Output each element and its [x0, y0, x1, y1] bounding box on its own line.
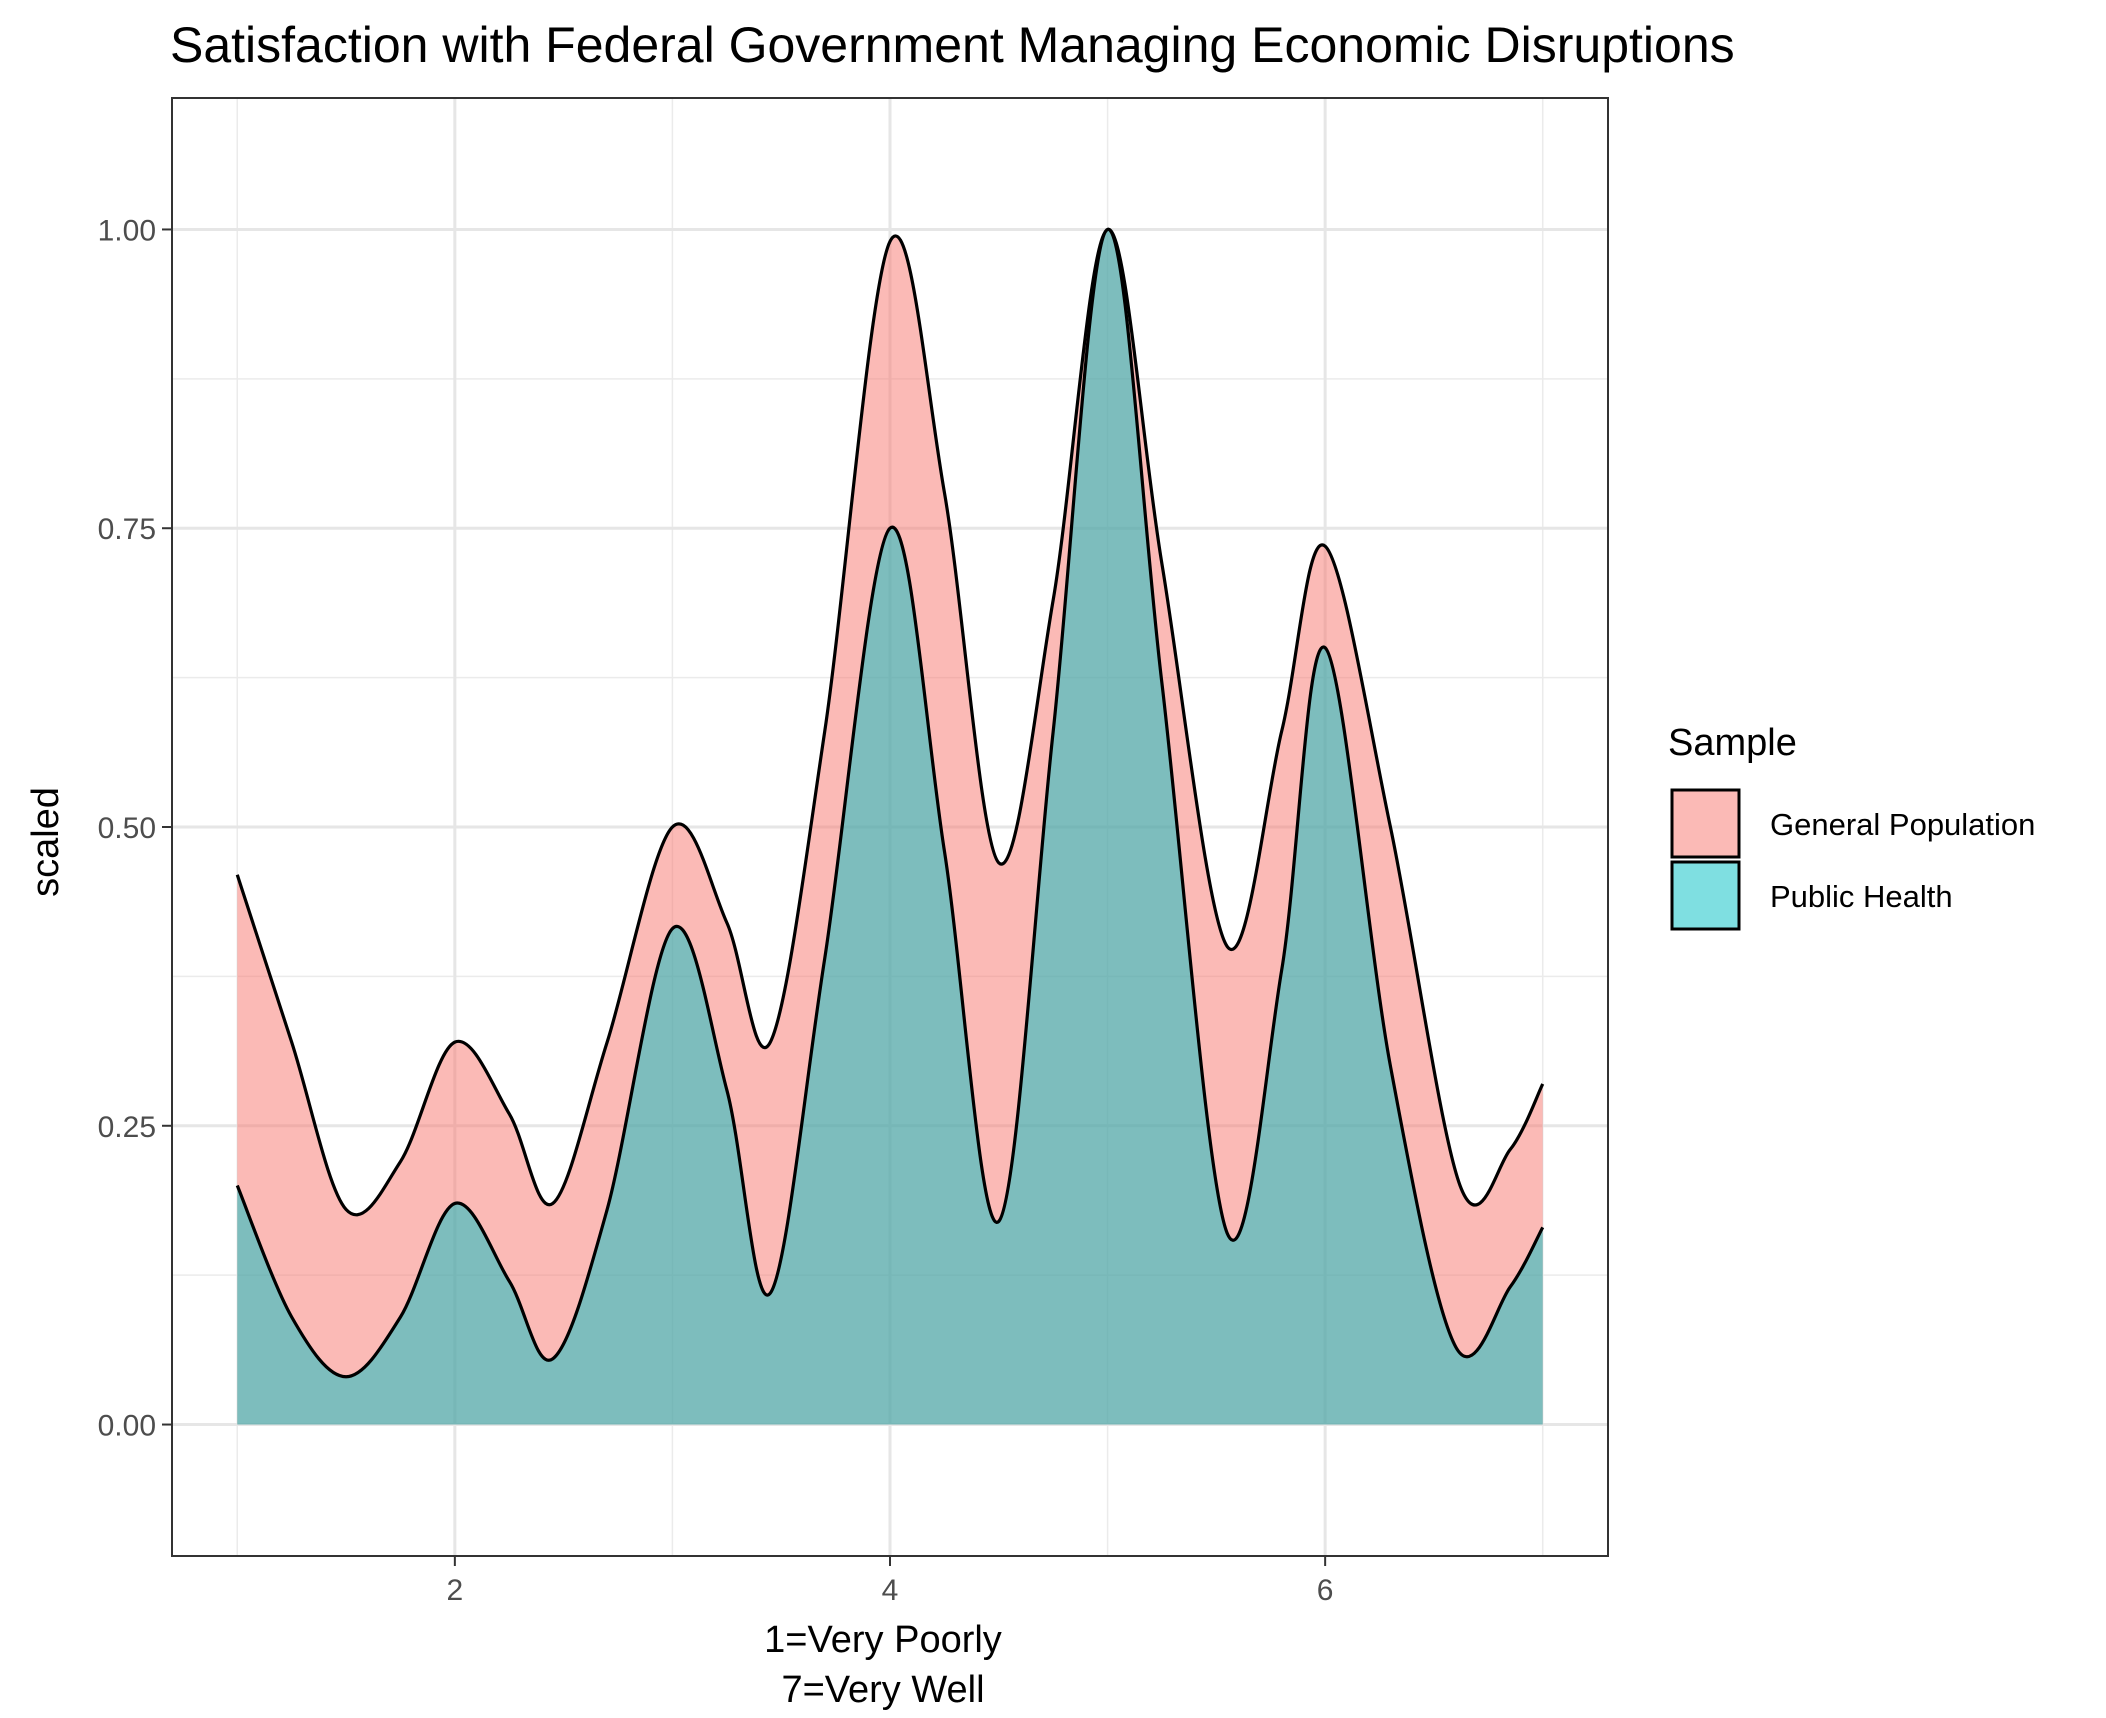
legend: Sample General Population Public Health	[1668, 722, 2035, 931]
y-tick-label: 0.50	[98, 812, 156, 845]
y-axis-ticks: 0.00 0.25 0.50 0.75 1.00	[98, 214, 172, 1443]
y-tick-label: 1.00	[98, 214, 156, 247]
y-tick-label: 0.00	[98, 1410, 156, 1443]
x-axis-ticks: 2 4 6	[447, 1556, 1334, 1607]
legend-key-general-population	[1670, 788, 1741, 859]
legend-title: Sample	[1668, 722, 1797, 764]
legend-label-general-population: General Population	[1770, 807, 2035, 842]
x-axis-title-line-2: 7=Very Well	[781, 1669, 984, 1711]
y-axis-title: scaled	[25, 787, 67, 897]
y-tick-label: 0.25	[98, 1111, 156, 1144]
line-general-population	[235, 227, 1545, 1217]
legend-label-public-health: Public Health	[1770, 879, 1953, 914]
y-tick-label: 0.75	[98, 513, 156, 546]
x-tick-label: 6	[1317, 1574, 1334, 1607]
line-public-health	[235, 227, 1545, 1379]
legend-key-public-health	[1670, 860, 1741, 931]
x-tick-label: 2	[447, 1574, 464, 1607]
density-areas	[235, 227, 1545, 1425]
chart-title: Satisfaction with Federal Government Man…	[170, 17, 1735, 73]
x-tick-label: 4	[882, 1574, 899, 1607]
x-axis-title-line-1: 1=Very Poorly	[764, 1619, 1002, 1661]
area-public-health	[237, 229, 1543, 1425]
